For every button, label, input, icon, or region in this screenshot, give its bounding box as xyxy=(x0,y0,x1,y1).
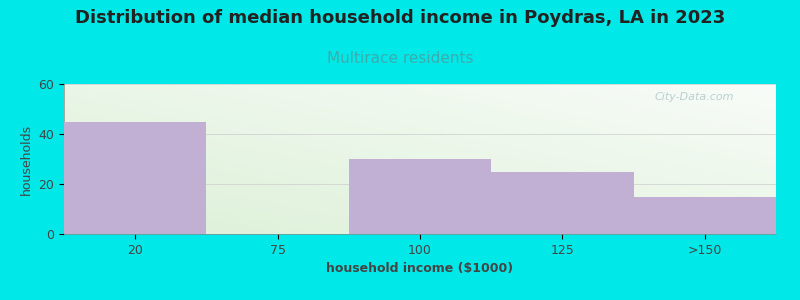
Bar xyxy=(349,159,491,234)
Text: Distribution of median household income in Poydras, LA in 2023: Distribution of median household income … xyxy=(75,9,725,27)
Text: Multirace residents: Multirace residents xyxy=(326,51,474,66)
Bar xyxy=(634,196,776,234)
Y-axis label: households: households xyxy=(20,123,33,195)
Bar xyxy=(491,172,634,234)
Text: City-Data.com: City-Data.com xyxy=(655,92,734,101)
X-axis label: household income ($1000): household income ($1000) xyxy=(326,262,514,275)
Bar xyxy=(64,122,206,234)
